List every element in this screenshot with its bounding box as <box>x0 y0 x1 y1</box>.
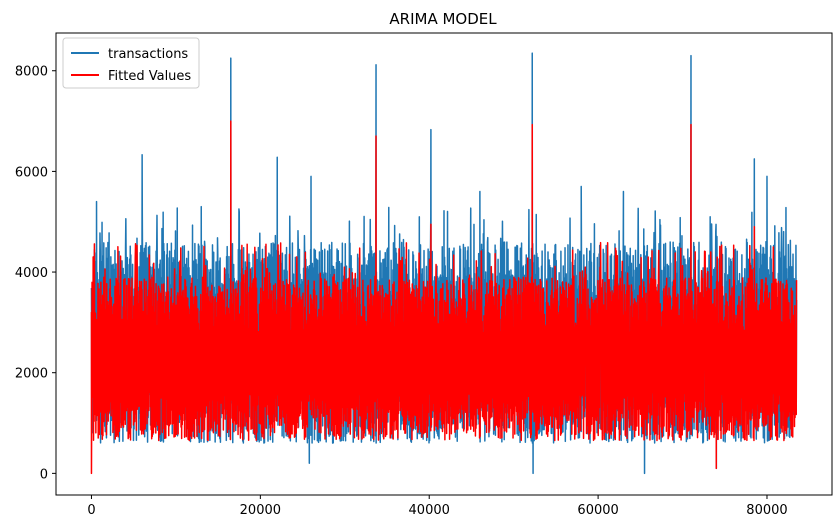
x-tick-label: 60000 <box>577 503 618 518</box>
axes: 0 20000 40000 60000 80000 0 2000 4000 6000 8000 <box>15 32 833 518</box>
chart-title: ARIMA MODEL <box>389 10 497 28</box>
y-tick-label: 6000 <box>15 165 48 180</box>
y-tick-label: 0 <box>40 467 48 482</box>
axes-frame <box>55 32 833 496</box>
x-tick-label: 80000 <box>746 503 787 518</box>
x-tick-label: 0 <box>87 503 95 518</box>
y-tick-label: 8000 <box>15 65 48 80</box>
legend-label: transactions <box>108 47 188 62</box>
y-tick-label: 4000 <box>15 266 48 281</box>
x-tick-label: 40000 <box>409 503 450 518</box>
y-tick-label: 2000 <box>15 367 48 382</box>
series-line-fitted-values <box>90 120 798 475</box>
plot-area <box>90 52 798 475</box>
legend: transactions Fitted Values <box>62 37 200 89</box>
legend-label: Fitted Values <box>108 69 191 84</box>
x-tick-label: 20000 <box>240 503 281 518</box>
